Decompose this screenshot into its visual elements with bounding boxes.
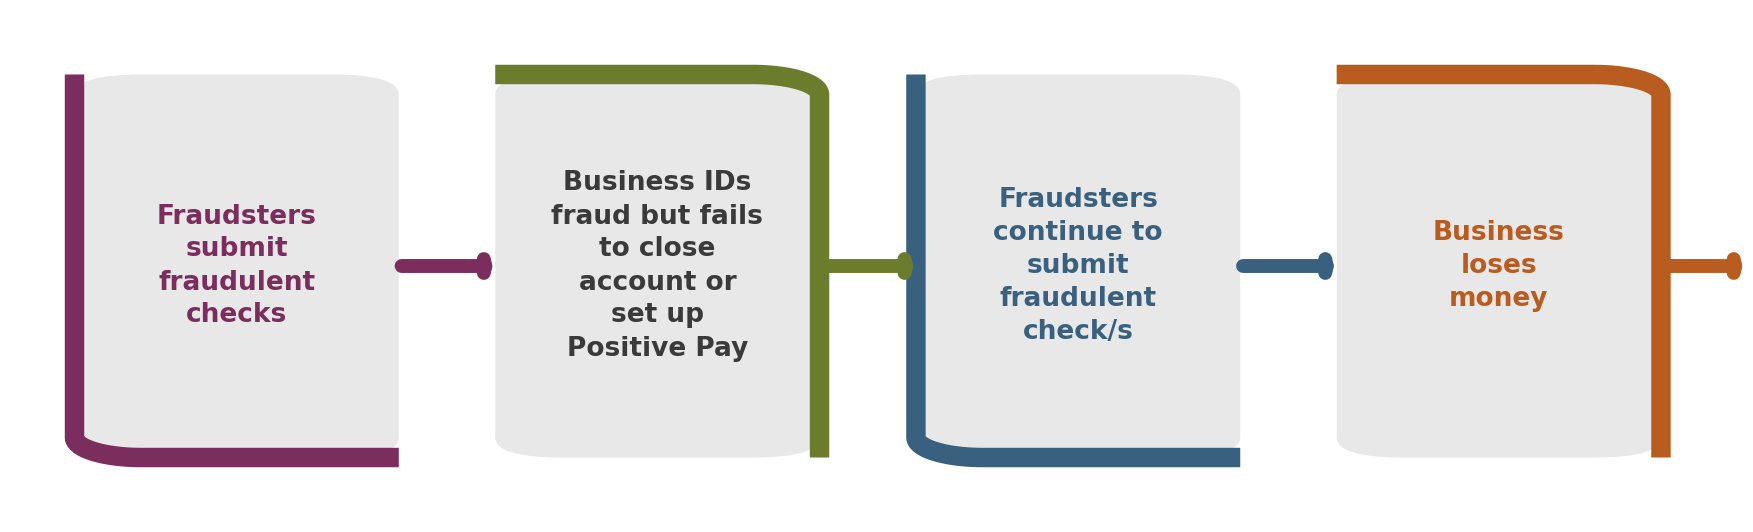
FancyBboxPatch shape [74, 74, 398, 458]
FancyBboxPatch shape [494, 74, 819, 458]
FancyBboxPatch shape [915, 74, 1239, 458]
Text: Fraudsters
continue to
submit
fraudulent
check/s: Fraudsters continue to submit fraudulent… [994, 187, 1162, 345]
FancyBboxPatch shape [1336, 74, 1660, 458]
Text: Business
loses
money: Business loses money [1432, 220, 1565, 312]
Text: Business IDs
fraud but fails
to close
account or
set up
Positive Pay: Business IDs fraud but fails to close ac… [552, 170, 763, 362]
Text: Fraudsters
submit
fraudulent
checks: Fraudsters submit fraudulent checks [156, 204, 317, 328]
